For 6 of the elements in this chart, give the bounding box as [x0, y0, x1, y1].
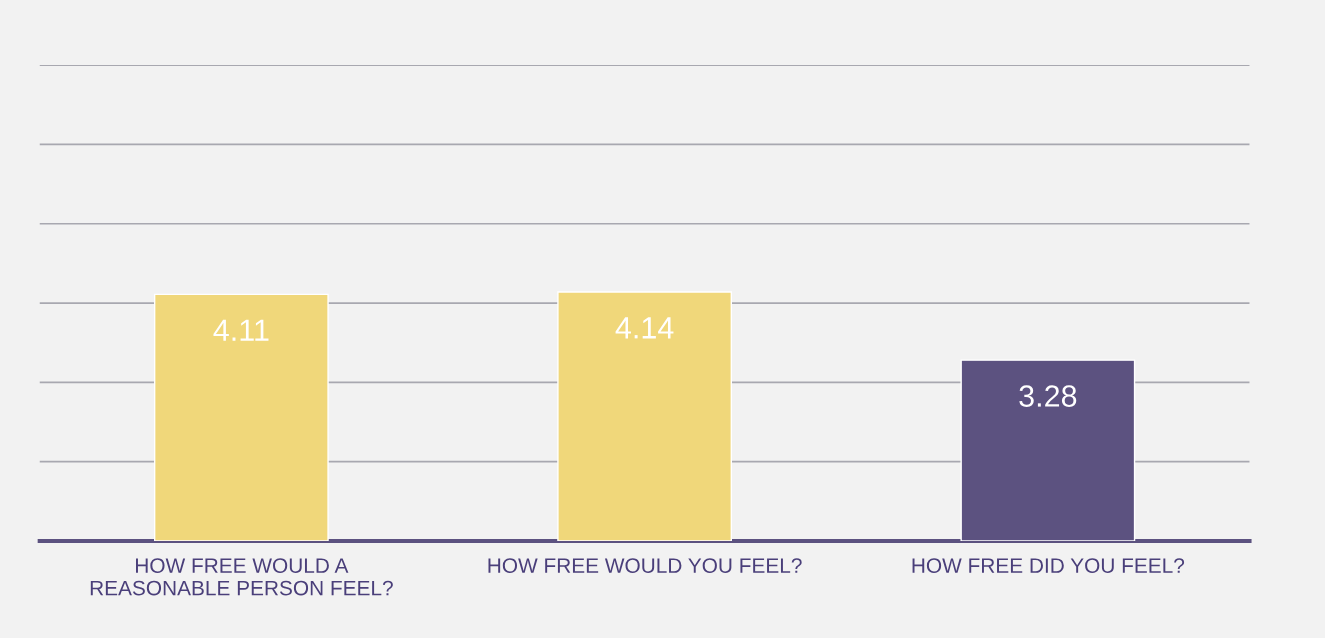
x-tick-label: HOW FREE DID YOU FEEL? [912, 558, 1185, 573]
data-label: 4.11 [213, 319, 269, 341]
data-label: 3.28 [1019, 385, 1077, 407]
data-label: 4.14 [615, 317, 674, 339]
x-tick-label: HOW FREE WOULD A REASONABLE PERSON FEEL? [90, 558, 393, 596]
x-tick-label: HOW FREE WOULD YOU FEEL? [488, 558, 802, 573]
